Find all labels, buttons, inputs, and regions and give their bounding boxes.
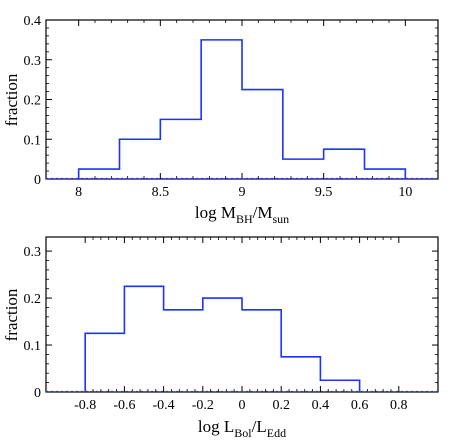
y-tick-label: 0.3 bbox=[24, 54, 42, 69]
x-tick-label: 9.5 bbox=[315, 185, 333, 200]
histogram-bin bbox=[164, 310, 203, 392]
histogram-panel-eddington-ratio: -0.8 -0.6 -0.4 -0.2 0 0.2 0.4 0.6 0.8 0 0.1 0.2 0.3… bbox=[2, 236, 439, 440]
y-tick-label: 0.2 bbox=[24, 94, 42, 109]
x-tick-label: -0.8 bbox=[74, 398, 96, 413]
x-tick-label: -0.6 bbox=[113, 398, 135, 413]
histogram-steps bbox=[77, 39, 407, 179]
x-axis-label: log MBH/Msun bbox=[195, 203, 289, 226]
histogram-bin bbox=[201, 40, 242, 179]
x-tick-labels: -0.8 -0.6 -0.4 -0.2 0 0.2 0.4 0.6 0.8 bbox=[74, 398, 407, 413]
y-tick-label: 0.2 bbox=[24, 292, 42, 307]
histogram-bin bbox=[242, 310, 281, 392]
x-tick-label: 0 bbox=[239, 398, 246, 413]
x-tick-label: 9 bbox=[239, 185, 246, 200]
histogram-bin bbox=[79, 169, 120, 179]
histogram-bin bbox=[365, 169, 406, 179]
y-tick-label: 0.3 bbox=[24, 245, 42, 260]
y-tick-label: 0 bbox=[34, 173, 41, 188]
histogram-bin bbox=[281, 357, 320, 392]
x-tick-label: 8 bbox=[75, 185, 82, 200]
x-tick-label: -0.4 bbox=[153, 398, 175, 413]
histogram-panel-bh-mass: 8 8.5 9 9.5 10 0 0.1 0.2 0.3 0.4 fraction log MB… bbox=[2, 14, 439, 226]
x-tick-label: 0.8 bbox=[390, 398, 408, 413]
y-tick-labels: 0 0.1 0.2 0.3 0.4 bbox=[24, 14, 42, 188]
x-tick-labels: 8 8.5 9 9.5 10 bbox=[75, 185, 412, 200]
x-tick-label: 0.4 bbox=[312, 398, 330, 413]
histogram-bins bbox=[85, 286, 359, 392]
y-tick-label: 0 bbox=[34, 386, 41, 401]
y-axis-label: fraction bbox=[2, 288, 21, 341]
x-tick-label: 8.5 bbox=[152, 185, 170, 200]
histogram-bin bbox=[160, 119, 201, 179]
histogram-bin bbox=[203, 298, 242, 392]
x-tick-label: 10 bbox=[398, 185, 412, 200]
y-tick-label: 0.1 bbox=[24, 339, 42, 354]
histogram-bin bbox=[120, 139, 161, 179]
x-axis-label: log LBol/LEdd bbox=[198, 417, 286, 440]
x-tick-label: 0.6 bbox=[351, 398, 369, 413]
histogram-bin bbox=[283, 159, 324, 179]
y-tick-label: 0.1 bbox=[24, 133, 42, 148]
y-tick-label: 0.4 bbox=[24, 14, 42, 29]
x-tick-label: -0.2 bbox=[192, 398, 214, 413]
histogram-bins bbox=[79, 40, 406, 179]
histogram-bin bbox=[85, 333, 124, 392]
histogram-bin bbox=[320, 380, 359, 392]
histogram-steps bbox=[84, 285, 361, 392]
histogram-bin bbox=[324, 149, 365, 179]
tick-marks bbox=[46, 19, 438, 180]
y-axis-label: fraction bbox=[2, 73, 21, 126]
x-tick-label: 0.2 bbox=[272, 398, 290, 413]
y-tick-labels: 0 0.1 0.2 0.3 bbox=[24, 245, 42, 401]
histogram-bin bbox=[242, 90, 283, 179]
histogram-bin bbox=[124, 286, 163, 392]
